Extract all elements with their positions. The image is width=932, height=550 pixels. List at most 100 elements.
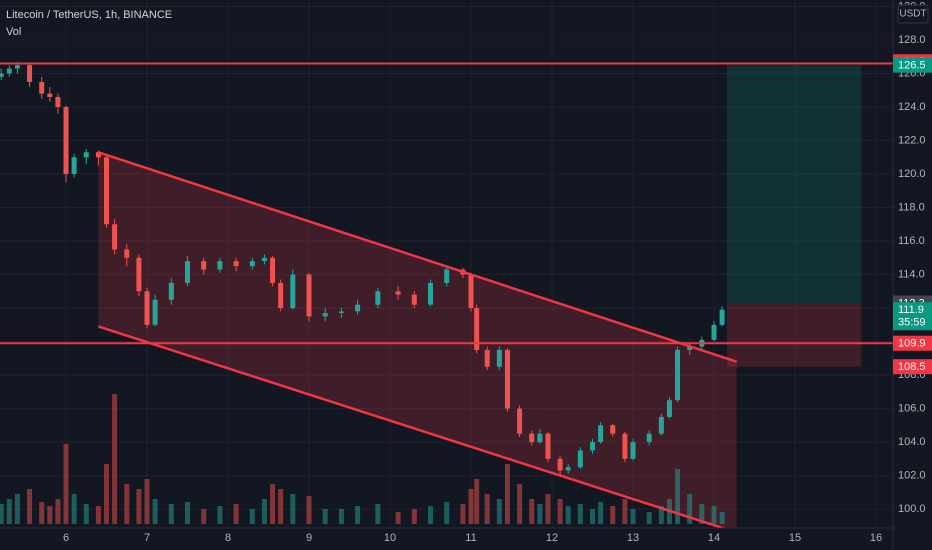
candle-body (666, 400, 672, 417)
candle-body (14, 65, 20, 69)
axes: 100.0102.0104.0106.0108.0110.0112.0114.0… (63, 0, 932, 544)
volume-bar (27, 489, 33, 524)
volume-bar (144, 479, 150, 524)
volume-bar (185, 502, 191, 524)
candle-body (63, 107, 69, 175)
candle-body (355, 304, 361, 312)
candle-body (565, 467, 571, 471)
volume-bar (55, 499, 61, 524)
volume-bar (687, 494, 693, 524)
candle-body (83, 152, 89, 158)
volume-bar (537, 504, 543, 524)
x-tick-label: 14 (708, 532, 720, 544)
volume-bar (610, 506, 616, 524)
price-label-box (893, 335, 932, 351)
price-label-box (893, 359, 932, 375)
candle-body (589, 442, 595, 451)
y-tick-label: 104.0 (898, 436, 926, 448)
volume-bar (496, 499, 502, 524)
volume-bar (565, 506, 571, 524)
volume-bar (0, 504, 4, 524)
volume-bar (306, 496, 312, 524)
grid (0, 0, 893, 528)
volume-bar (249, 509, 255, 524)
volume-bar (444, 502, 450, 524)
volume-bar (545, 494, 551, 524)
volume-bar (217, 506, 223, 524)
currency[interactable]: USDT (899, 9, 926, 20)
candle-body (278, 282, 284, 309)
x-tick-label: 11 (465, 532, 476, 544)
candle-body (338, 311, 344, 314)
position-loss (726, 303, 862, 367)
y-tick-label: 118.0 (898, 201, 925, 213)
volume-bar (589, 509, 595, 524)
x-tick-label: 15 (789, 532, 801, 544)
candle-body (675, 349, 681, 401)
candle-body (577, 450, 583, 468)
candle-body (545, 433, 551, 459)
volume-bar (6, 499, 12, 524)
volume-bar (124, 484, 130, 524)
volume-bar (468, 489, 474, 524)
y-tick-label: 128.0 (898, 34, 926, 46)
volume-bar (504, 464, 510, 524)
x-tick-label: 10 (384, 532, 396, 544)
volume-bar (322, 509, 328, 524)
candle-body (27, 65, 33, 82)
candle-body (484, 349, 490, 367)
volume-bar (95, 506, 101, 524)
volume-bar (14, 494, 20, 524)
volume-bar (395, 512, 401, 524)
volume-bar (39, 502, 45, 524)
candle-body (261, 257, 267, 262)
candle-body (474, 308, 480, 350)
candle-body (517, 408, 523, 434)
volume-bar (83, 504, 89, 524)
candle-body (395, 291, 401, 295)
x-tick-label: 13 (627, 532, 639, 544)
candle-body (104, 157, 110, 225)
volume-bar (63, 444, 69, 524)
channel-fill (98, 152, 737, 528)
channel-line (98, 325, 727, 528)
y-tick-label: 124.0 (898, 101, 926, 113)
candle-body (47, 93, 53, 97)
price-label: 108.5 (898, 361, 926, 373)
candle-body (646, 433, 652, 443)
volume-bar (152, 499, 158, 524)
x-tick-label: 6 (63, 532, 69, 544)
candle-body (144, 291, 150, 325)
volume-bar (104, 464, 110, 524)
candle-body (610, 425, 616, 434)
x-tick-label: 8 (225, 532, 231, 544)
price-label: 111.9 (898, 304, 924, 316)
countdown: 35:59 (898, 317, 926, 329)
candle-body (0, 73, 4, 77)
x-tick-label: 7 (144, 532, 150, 544)
candle-body (658, 416, 664, 434)
candle-body (444, 269, 450, 283)
volume-bar (168, 504, 174, 524)
candle-body (6, 68, 12, 74)
plot-area (0, 61, 893, 528)
price-label: 126.5 (898, 60, 926, 72)
chart-title: Litecoin / TetherUS, 1h, BINANCE (6, 9, 172, 21)
candle-body (719, 309, 725, 325)
candle-body (124, 249, 130, 258)
candle-body (136, 257, 142, 292)
candle-body (71, 157, 77, 175)
candle-body (322, 313, 328, 317)
candle-body (217, 261, 223, 270)
volume-bar (699, 504, 705, 524)
currency-box[interactable] (897, 4, 929, 24)
volume-bar (646, 512, 652, 524)
channel-line (98, 151, 738, 363)
y-tick-label: 116.0 (898, 235, 925, 247)
volume-bar (474, 479, 480, 524)
volume-bar (630, 509, 636, 524)
candle-body (39, 81, 45, 94)
y-tick-label: 100.0 (898, 503, 926, 515)
candle-body (233, 261, 239, 267)
